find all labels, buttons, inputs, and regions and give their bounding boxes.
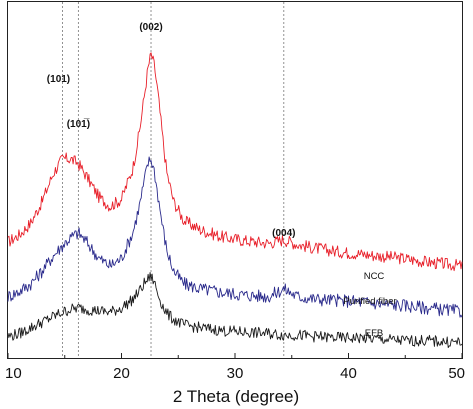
series-labels: NCC Purified fiber EFB xyxy=(343,271,396,339)
x-tick-label-0: 10 xyxy=(5,365,22,382)
series-label-1: Purified fiber xyxy=(343,296,396,307)
x-tick-label-1: 20 xyxy=(113,365,130,382)
reference-lines xyxy=(62,2,285,358)
series-group xyxy=(7,52,463,349)
peak-labels: (101) (101̅) (002) (004) xyxy=(47,22,296,239)
series-line-purified-fiber xyxy=(7,156,463,318)
peak-label-0: (101) xyxy=(47,74,70,85)
x-axis-ticks: 10 20 30 40 50 xyxy=(5,353,465,382)
series-label-0: NCC xyxy=(364,271,385,282)
plot-frame xyxy=(7,1,463,359)
x-axis-title: 2 Theta (degree) xyxy=(173,387,299,406)
peak-label-1: (101̅) xyxy=(67,118,90,130)
x-tick-label-3: 40 xyxy=(340,365,357,382)
series-label-2: EFB xyxy=(365,328,383,339)
peak-label-3: (004) xyxy=(272,228,295,239)
x-tick-label-2: 30 xyxy=(227,365,244,382)
x-tick-label-4: 50 xyxy=(448,365,465,382)
series-line-ncc xyxy=(7,52,463,272)
series-line-efb xyxy=(7,272,463,349)
peak-label-2: (002) xyxy=(139,22,162,33)
